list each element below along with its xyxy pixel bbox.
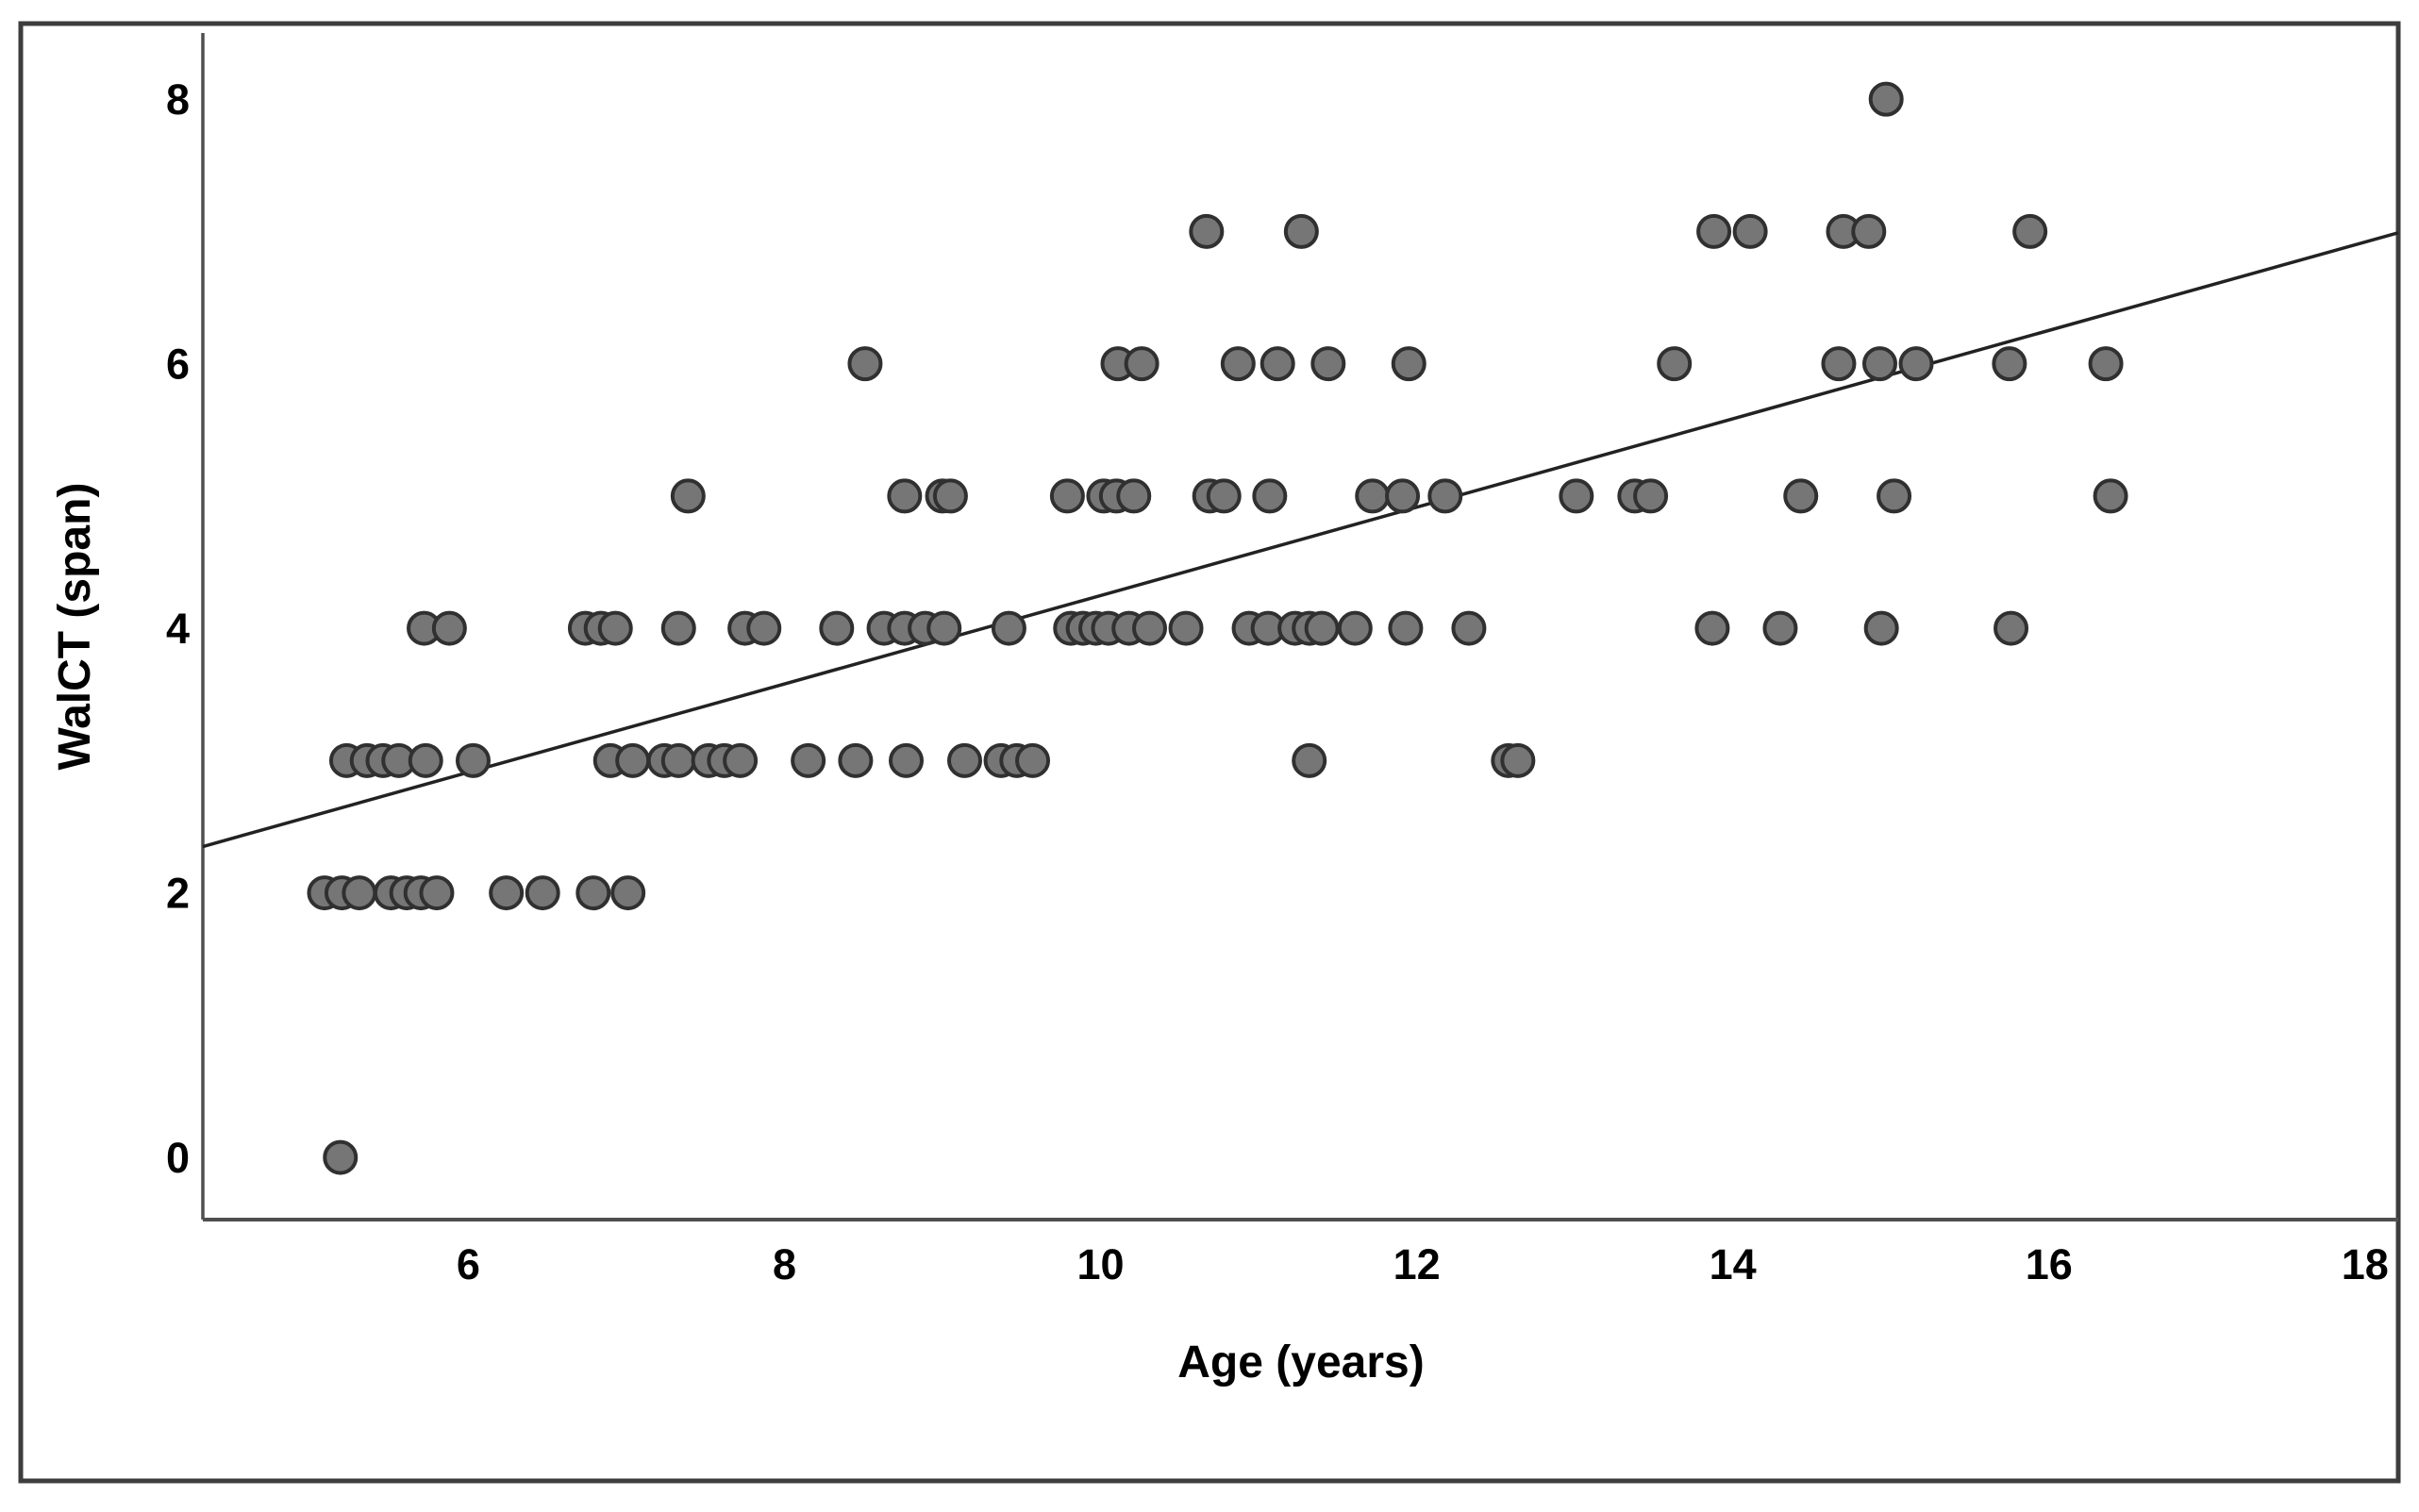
plot-area: 6 8 10 12 14 16 18 0 2 4 6 8 bbox=[166, 33, 2399, 1288]
data-point bbox=[1694, 610, 1730, 646]
data-point bbox=[746, 610, 782, 646]
data-point bbox=[2093, 478, 2128, 514]
data-point bbox=[1206, 478, 1242, 514]
data-point bbox=[1898, 346, 1934, 382]
data-point bbox=[1821, 346, 1857, 382]
data-point bbox=[615, 742, 651, 778]
data-point bbox=[2088, 346, 2124, 382]
x-axis-title: Age (years) bbox=[1177, 1338, 1424, 1387]
y-axis-title: WalCT (span) bbox=[50, 483, 100, 771]
data-point bbox=[1877, 478, 1912, 514]
x-tick-label: 8 bbox=[773, 1240, 796, 1288]
y-tick-label: 6 bbox=[166, 341, 190, 389]
data-point bbox=[525, 875, 560, 911]
data-point bbox=[1304, 610, 1340, 646]
data-point bbox=[1427, 478, 1463, 514]
data-point bbox=[1015, 742, 1051, 778]
data-point bbox=[991, 610, 1026, 646]
data-point bbox=[1868, 81, 1904, 117]
y-tick-label: 2 bbox=[166, 870, 190, 918]
data-point bbox=[1310, 346, 1346, 382]
data-point bbox=[2012, 213, 2048, 249]
data-point bbox=[1994, 610, 2029, 646]
data-point bbox=[1851, 213, 1887, 249]
data-point bbox=[1992, 346, 2027, 382]
data-point bbox=[1633, 478, 1669, 514]
data-point bbox=[1252, 478, 1288, 514]
data-point bbox=[847, 346, 883, 382]
figure-border bbox=[18, 21, 2401, 1484]
x-tick-label: 16 bbox=[2026, 1240, 2073, 1288]
data-point bbox=[819, 610, 855, 646]
data-point bbox=[1292, 742, 1327, 778]
data-point bbox=[1385, 478, 1421, 514]
data-point bbox=[1337, 610, 1373, 646]
data-point bbox=[660, 742, 696, 778]
data-point bbox=[1049, 478, 1085, 514]
data-point bbox=[838, 742, 874, 778]
regression-line bbox=[202, 231, 2399, 849]
data-point bbox=[419, 875, 455, 911]
y-tick-label: 4 bbox=[166, 605, 190, 653]
data-point bbox=[1559, 478, 1594, 514]
data-point bbox=[1132, 610, 1168, 646]
data-point bbox=[597, 610, 633, 646]
data-point bbox=[1657, 346, 1693, 382]
data-point bbox=[323, 1139, 359, 1175]
data-point bbox=[1451, 610, 1487, 646]
data-point bbox=[455, 742, 491, 778]
data-point bbox=[946, 742, 982, 778]
data-point bbox=[1388, 610, 1424, 646]
data-point bbox=[926, 610, 962, 646]
data-point bbox=[1696, 213, 1732, 249]
x-tick-label: 12 bbox=[1393, 1240, 1441, 1288]
data-point bbox=[1783, 478, 1819, 514]
x-tick-label: 18 bbox=[2342, 1240, 2389, 1288]
data-point bbox=[1124, 346, 1159, 382]
data-point bbox=[1116, 478, 1152, 514]
data-point bbox=[660, 610, 696, 646]
data-point bbox=[1168, 610, 1204, 646]
data-point bbox=[1391, 346, 1426, 382]
data-point bbox=[1732, 213, 1768, 249]
data-point bbox=[670, 478, 706, 514]
x-tick-label: 14 bbox=[1710, 1240, 1757, 1288]
data-point bbox=[431, 610, 467, 646]
data-point bbox=[1283, 213, 1319, 249]
data-point bbox=[1355, 478, 1391, 514]
data-point bbox=[576, 875, 611, 911]
data-point bbox=[1863, 610, 1899, 646]
data-point bbox=[723, 742, 759, 778]
x-tick-label: 6 bbox=[457, 1240, 480, 1288]
data-point bbox=[1861, 346, 1897, 382]
data-point bbox=[889, 742, 925, 778]
data-point bbox=[610, 875, 646, 911]
y-tick-label: 8 bbox=[166, 75, 190, 124]
data-point bbox=[1260, 346, 1295, 382]
data-point bbox=[1189, 213, 1225, 249]
data-point bbox=[1762, 610, 1798, 646]
data-point bbox=[489, 875, 525, 911]
data-point bbox=[887, 478, 923, 514]
data-point bbox=[408, 742, 443, 778]
data-point bbox=[1500, 742, 1536, 778]
data-point bbox=[342, 875, 377, 911]
x-tick-label: 10 bbox=[1077, 1240, 1125, 1288]
data-point bbox=[1220, 346, 1256, 382]
data-point bbox=[932, 478, 968, 514]
data-point bbox=[791, 742, 826, 778]
y-tick-label: 0 bbox=[166, 1134, 190, 1182]
